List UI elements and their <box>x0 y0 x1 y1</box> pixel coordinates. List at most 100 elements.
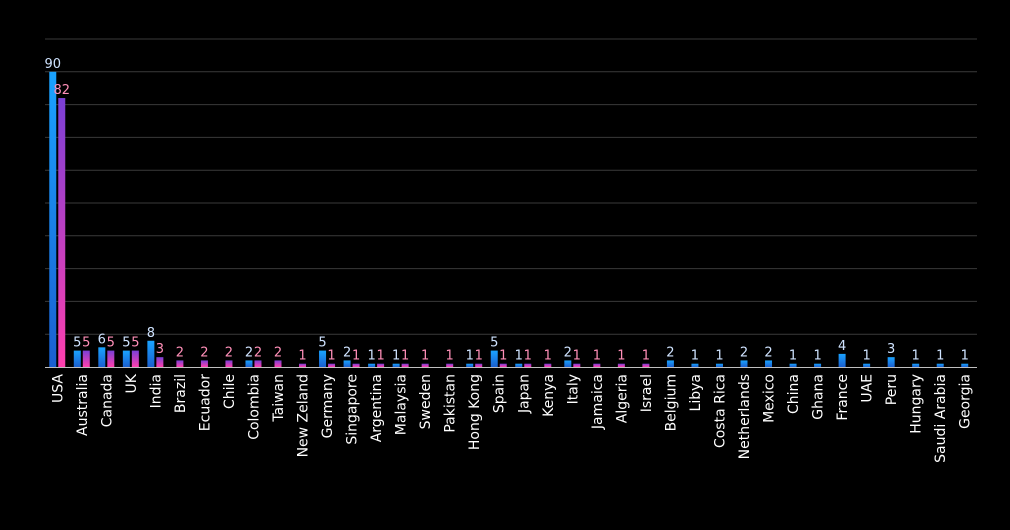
bar-series-a <box>368 363 376 367</box>
bar-series-a <box>245 360 253 367</box>
data-label-series-b: 82 <box>53 83 70 98</box>
bar-series-a <box>98 347 106 367</box>
data-label-series-b: 1 <box>524 349 532 364</box>
data-label-series-b: 1 <box>475 349 483 364</box>
x-tick-label: Singapore <box>345 374 361 445</box>
bar-series-a <box>814 363 822 367</box>
bar-series-a <box>691 363 699 367</box>
x-axis: USA Australia Canada UK India Brazil Ecuador Ch… <box>45 367 977 463</box>
data-label-series-a: 6 <box>98 332 106 347</box>
bar-series-a <box>887 357 895 367</box>
x-tick-label: Malaysia <box>394 374 410 435</box>
bar-series-a <box>740 360 748 367</box>
x-tick-label: Japan <box>516 374 532 414</box>
bar-series-a <box>49 71 57 368</box>
data-label-series-b: 1 <box>573 349 581 364</box>
bar-series-b <box>254 360 262 367</box>
x-tick-label: Belgium <box>663 374 679 431</box>
data-label-series-b: 5 <box>131 336 139 351</box>
data-label-series-a: 2 <box>343 345 351 360</box>
data-label-series-a: 3 <box>887 342 895 357</box>
bar-series-b <box>377 363 385 367</box>
data-label-series-b: 3 <box>156 342 164 357</box>
data-label-series-b: 1 <box>298 349 306 364</box>
bar-series-a <box>765 360 773 367</box>
data-label-series-b: 1 <box>499 349 507 364</box>
data-label-series-a: 5 <box>122 336 130 351</box>
bar-series-b <box>328 363 336 367</box>
x-tick-label: Ghana <box>811 374 827 420</box>
bar-series-a <box>838 353 846 367</box>
bar-series-a <box>466 363 474 367</box>
bar-series-b <box>200 360 208 367</box>
bar-series-a <box>392 363 400 367</box>
bar-series-b <box>299 363 307 367</box>
x-tick-label: Hong Kong <box>467 374 483 450</box>
data-label-series-a: 1 <box>466 349 474 364</box>
bars <box>49 71 969 368</box>
data-label-series-a: 2 <box>764 345 772 360</box>
bar-series-b <box>593 363 601 367</box>
bar-series-b <box>421 363 429 367</box>
bar-series-a <box>936 363 944 367</box>
x-tick-label: Australia <box>75 374 91 436</box>
x-tick-label: UK <box>124 373 140 393</box>
data-label-series-a: 5 <box>318 336 326 351</box>
x-tick-label: Ecuador <box>197 374 213 431</box>
bar-series-b <box>156 357 164 367</box>
x-tick-label: Italy <box>565 374 581 404</box>
x-tick-label: Saudi Arabia <box>933 374 949 463</box>
data-label-series-b: 2 <box>176 345 184 360</box>
bar-series-b <box>617 363 625 367</box>
data-label-series-b: 1 <box>376 349 384 364</box>
x-tick-label: Canada <box>99 374 115 427</box>
data-label-series-b: 1 <box>544 349 552 364</box>
bar-series-b <box>446 363 454 367</box>
data-label-series-a: 2 <box>245 345 253 360</box>
x-tick-label: New Zeland <box>296 374 312 457</box>
x-tick-label: Taiwan <box>271 374 287 423</box>
x-tick-label: USA <box>50 374 66 403</box>
bar-series-a <box>147 340 155 367</box>
data-label-series-a: 1 <box>367 349 375 364</box>
x-tick-label: France <box>835 374 851 421</box>
data-label-series-a: 1 <box>789 349 797 364</box>
data-label-series-a: 1 <box>862 349 870 364</box>
data-label-series-a: 8 <box>147 326 155 341</box>
bar-series-a <box>490 350 498 367</box>
data-label-series-a: 1 <box>813 349 821 364</box>
data-label-series-b: 1 <box>593 349 601 364</box>
x-tick-label: Georgia <box>958 374 974 429</box>
data-label-series-a: 2 <box>740 345 748 360</box>
bar-series-a <box>863 363 871 367</box>
data-label-series-a: 5 <box>73 336 81 351</box>
x-tick-label: Chile <box>222 374 238 409</box>
data-label-series-b: 2 <box>225 345 233 360</box>
x-tick-label: Algeria <box>614 374 630 423</box>
data-label-series-a: 1 <box>691 349 699 364</box>
data-label-series-b: 1 <box>617 349 625 364</box>
data-label-series-a: 4 <box>838 339 846 354</box>
data-label-series-a: 1 <box>392 349 400 364</box>
bar-series-a <box>912 363 920 367</box>
bar-series-a <box>789 363 797 367</box>
data-label-series-b: 1 <box>642 349 650 364</box>
x-tick-label: Mexico <box>762 374 778 423</box>
x-tick-label: Netherlands <box>737 374 753 459</box>
bar-series-b <box>131 350 139 367</box>
data-label-series-b: 5 <box>107 336 115 351</box>
bar-series-b <box>58 98 66 367</box>
data-label-series-a: 1 <box>715 349 723 364</box>
gridlines <box>45 38 977 335</box>
data-label-series-b: 2 <box>254 345 262 360</box>
bar-series-b <box>544 363 552 367</box>
bar-series-a <box>343 360 351 367</box>
x-tick-label: Jamaica <box>590 374 606 430</box>
data-label-series-b: 1 <box>401 349 409 364</box>
bar-series-b <box>225 360 233 367</box>
bar-series-b <box>401 363 409 367</box>
x-tick-label: Brazil <box>173 374 189 413</box>
bar-series-b <box>499 363 507 367</box>
data-label-series-a: 2 <box>666 345 674 360</box>
x-tick-label: Peru <box>884 374 900 405</box>
